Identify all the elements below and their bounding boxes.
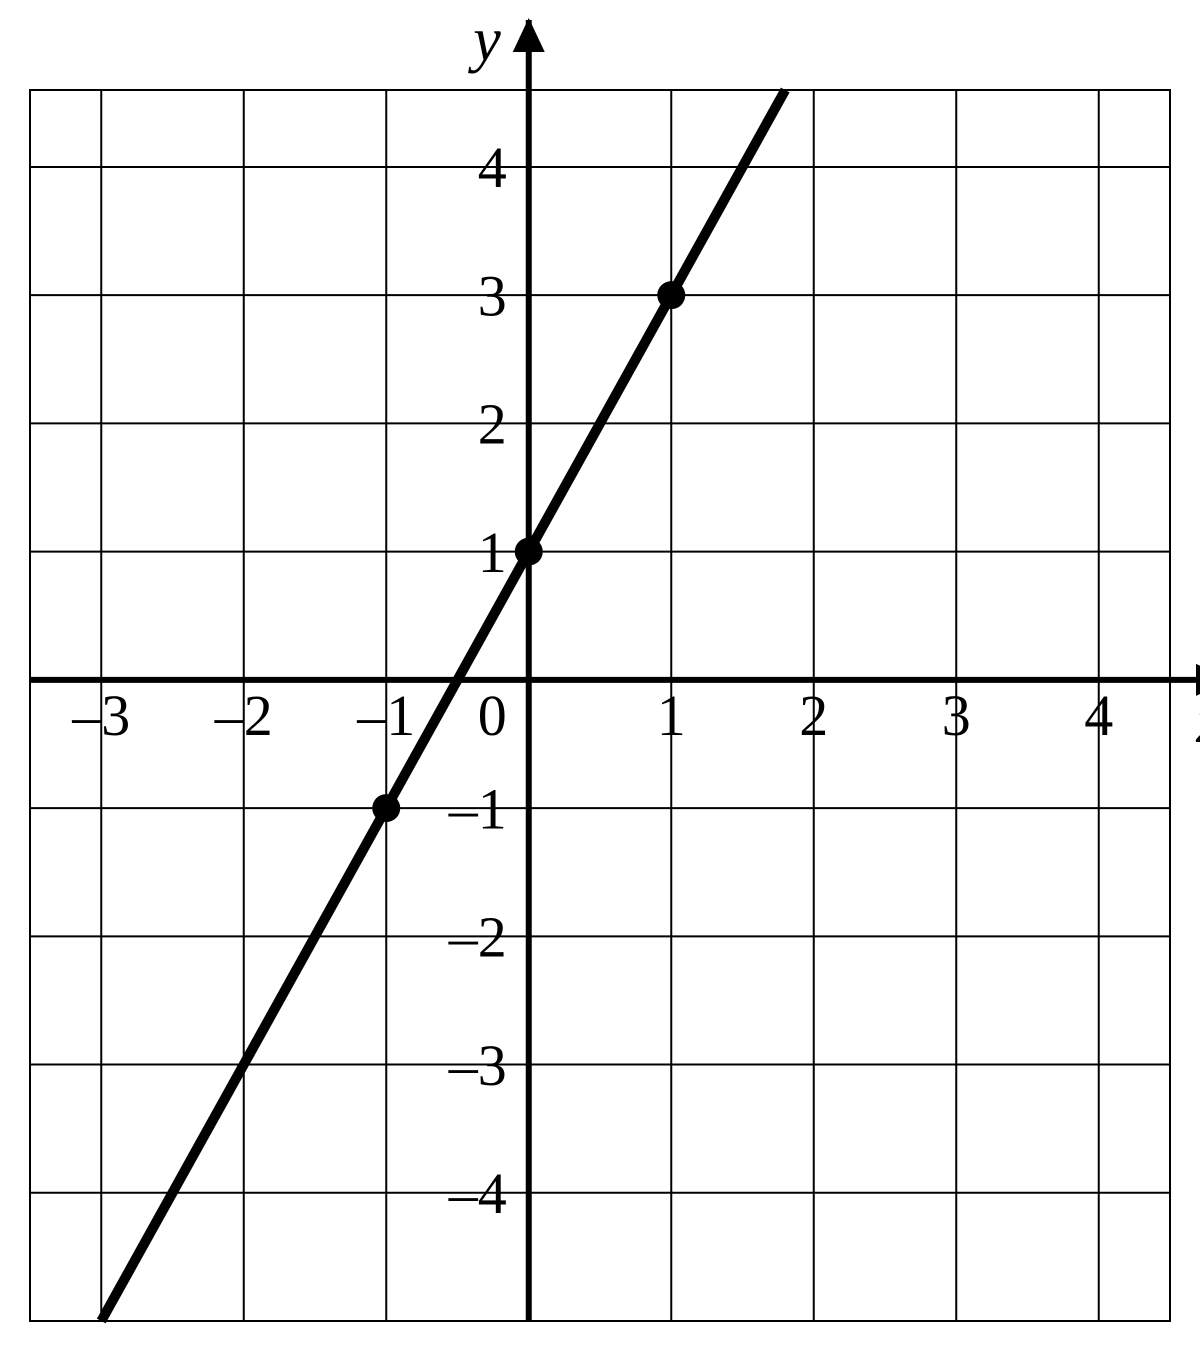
line-chart: –3 –2 –1 0 1 2 3 4 –4 –3 –2 –1 1 2 3 4 y x bbox=[0, 0, 1200, 1351]
y-axis-label: y bbox=[467, 6, 501, 74]
y-tick-label: 2 bbox=[478, 392, 507, 457]
chart-container: –3 –2 –1 0 1 2 3 4 –4 –3 –2 –1 1 2 3 4 y x bbox=[0, 0, 1200, 1351]
x-tick-label: 4 bbox=[1084, 683, 1113, 748]
y-tick-label: –3 bbox=[448, 1033, 507, 1098]
x-tick-label: 1 bbox=[657, 683, 686, 748]
data-point bbox=[657, 281, 685, 309]
y-tick-label: –2 bbox=[448, 905, 507, 970]
x-tick-label: 2 bbox=[799, 683, 828, 748]
x-tick-label: 3 bbox=[942, 683, 971, 748]
y-tick-label: –1 bbox=[448, 776, 507, 841]
x-tick-label: –2 bbox=[214, 683, 273, 748]
y-tick-label: 1 bbox=[478, 520, 507, 585]
y-tick-label: –4 bbox=[448, 1161, 507, 1226]
x-tick-label: –3 bbox=[71, 683, 130, 748]
x-tick-label: 0 bbox=[478, 683, 507, 748]
data-point bbox=[515, 538, 543, 566]
x-tick-label: –1 bbox=[356, 683, 415, 748]
y-tick-label: 3 bbox=[478, 263, 507, 328]
y-tick-label: 4 bbox=[478, 135, 507, 200]
x-axis-label: x bbox=[1195, 688, 1200, 756]
data-point bbox=[372, 794, 400, 822]
